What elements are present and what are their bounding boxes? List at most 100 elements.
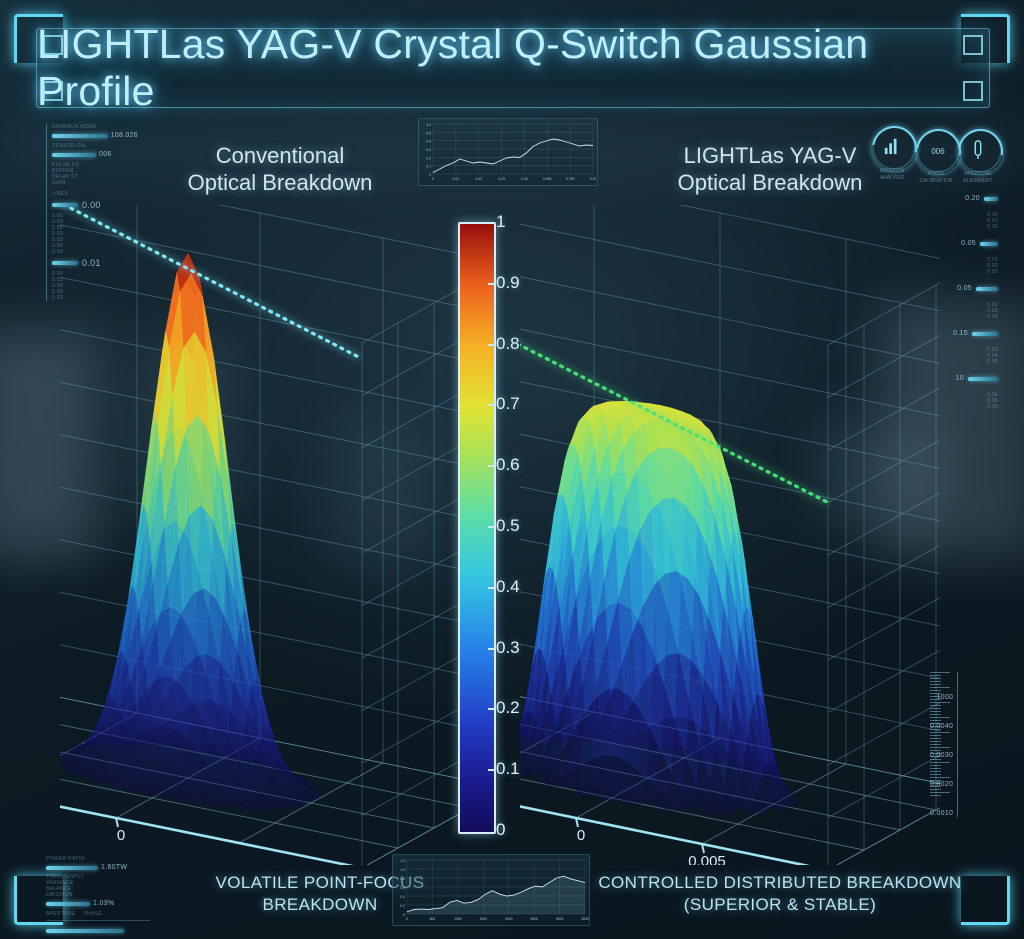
hud-line-chart-top: 0 0.1 0.2 0.3 0.4 0.5 1.0 0 0.01 0.02 0.03 0.04 0.05… <box>418 118 598 186</box>
left-panel-caption: VOLATILE POINT-FOCUS BREAKDOWN <box>140 872 500 916</box>
hud-right-filler: 0.03 <box>987 269 998 275</box>
hud-right-filler: 0.00 <box>987 212 998 218</box>
colorbar-ticks: 1 0.9 0.8 0.7 0.6 0.5 0.4 0.3 0.2 0.1 0 <box>488 212 540 839</box>
colorbar-tick-mark-7 <box>488 647 495 650</box>
svg-text:0.4: 0.4 <box>400 895 405 899</box>
title-corner-bottom-right <box>963 81 983 101</box>
svg-text:0.04: 0.04 <box>521 177 528 181</box>
svg-text:0: 0 <box>577 827 585 844</box>
colorbar-tick-10: 0 <box>496 820 506 839</box>
mini-chart-grid: 0 0.1 0.2 0.3 0.4 0.5 1.0 0 0.01 0.02 0.03 0.04 0.05… <box>426 123 596 181</box>
svg-text:1.0: 1.0 <box>400 868 405 872</box>
svg-text:1500: 1500 <box>480 917 488 921</box>
x-axis-ticks: -0.01-0.00500.0050.01 <box>575 817 726 865</box>
svg-text:1.0: 1.0 <box>426 123 431 127</box>
frame-corner-bottom-right <box>961 876 1010 925</box>
svg-text:0.2: 0.2 <box>400 904 405 908</box>
left-panel-heading-line2: Optical Breakdown <box>187 170 373 195</box>
svg-text:0.20: 0.20 <box>590 177 597 181</box>
colorbar <box>458 222 496 834</box>
svg-text:3000: 3000 <box>556 917 564 921</box>
svg-text:0: 0 <box>432 177 434 181</box>
right-panel-heading-line2: Optical Breakdown <box>677 170 863 195</box>
svg-text:1000: 1000 <box>454 917 462 921</box>
colorbar-tick-5: 0.5 <box>496 516 520 535</box>
svg-text:2000: 2000 <box>505 917 513 921</box>
colorbar-tick-mark-5 <box>488 526 495 528</box>
hud-right-filler: 0.01 <box>987 218 998 224</box>
left-panel-heading-line1: Conventional <box>215 143 345 168</box>
right-panel-heading: LIGHTLas YAG-V Optical Breakdown <box>620 142 920 196</box>
frame-corner-top-right <box>961 14 1010 63</box>
svg-text:0.1: 0.1 <box>426 165 431 169</box>
colorbar-tick-7: 0.3 <box>496 637 520 657</box>
svg-text:3500: 3500 <box>581 917 589 921</box>
svg-text:0.005: 0.005 <box>688 853 726 865</box>
reference-line <box>61 205 364 361</box>
svg-text:0.700: 0.700 <box>566 177 575 181</box>
gaussian-surface <box>60 252 325 813</box>
hud-left-bottom-value-1: 1.03% <box>93 900 115 907</box>
colorbar-tick-8: 0.2 <box>496 698 520 718</box>
mini-chart-grid: 0 0.2 0.4 0.6 0.8 1.0 1.2 0 500 1000 1500 2000 2500 3… <box>400 859 589 921</box>
colorbar-tick-mark-4 <box>488 465 495 468</box>
svg-text:0.01: 0.01 <box>453 177 460 181</box>
colorbar-tick-3: 0.7 <box>496 394 520 414</box>
colorbar-tick-2: 0.8 <box>496 333 520 353</box>
floor-grid <box>520 696 940 865</box>
colorbar-tick-mark-9 <box>488 769 495 772</box>
svg-text:0.02: 0.02 <box>475 177 482 181</box>
colorbar-tick-6: 0.4 <box>496 576 520 596</box>
hud-right-filler: 0.01 <box>987 257 998 263</box>
svg-text:0.2: 0.2 <box>426 156 431 160</box>
svg-text:500: 500 <box>430 917 436 921</box>
hud-left-bottom-label-5: PHASE <box>83 911 102 917</box>
background-blur-5 <box>820 420 940 530</box>
colorbar-tick-mark-8 <box>488 708 495 711</box>
svg-text:0.03: 0.03 <box>498 177 505 181</box>
right-panel-caption-line2: (SUPERIOR & STABLE) <box>683 895 877 914</box>
gaussian-surface <box>520 400 801 817</box>
colorbar-tick-0: 1 <box>496 212 506 231</box>
hud-area-chart-bottom: 0 0.2 0.4 0.6 0.8 1.0 1.2 0 500 1000 1500 2000 2500 3… <box>392 854 590 926</box>
hud-left-bottom-value-0: 1.60TW <box>101 864 128 871</box>
right-panel-caption-line1: CONTROLLED DISTRIBUTED BREAKDOWN <box>598 873 962 892</box>
page-title: LIGHTLas YAG-V Crystal Q-Switch Gaussian… <box>37 21 869 114</box>
hud-right-filler: 0.02 <box>987 224 998 230</box>
hud-left-top-label-6: LINES <box>52 191 68 197</box>
svg-text:0.6: 0.6 <box>400 886 405 890</box>
background-blur-6 <box>0 120 1024 180</box>
title-bar: LIGHTLas YAG-V Crystal Q-Switch Gaussian… <box>36 21 990 114</box>
svg-text:0: 0 <box>406 917 408 921</box>
colorbar-tick-9: 0.1 <box>496 759 520 779</box>
colorbar-tick-mark-1 <box>488 282 495 285</box>
svg-text:1.2: 1.2 <box>400 859 405 863</box>
svg-text:0: 0 <box>403 913 405 917</box>
svg-text:0: 0 <box>117 827 125 844</box>
left-panel-heading: Conventional Optical Breakdown <box>130 142 430 196</box>
svg-text:2500: 2500 <box>530 917 538 921</box>
background-blur-4 <box>880 300 1024 560</box>
svg-text:0.8: 0.8 <box>400 877 405 881</box>
surface-plot-lightlas: 00.10.20.30.40.50.60.70.80.91-0.01-0.005… <box>520 205 940 865</box>
mini-chart-area <box>407 876 585 914</box>
colorbar-tick-mark-2 <box>488 343 495 346</box>
right-panel-caption: CONTROLLED DISTRIBUTED BREAKDOWN (SUPERI… <box>580 872 980 916</box>
colorbar-tick-1: 0.9 <box>496 272 520 292</box>
frame-corner-top-left <box>14 14 63 63</box>
hud-right-filler: 0.02 <box>987 263 998 269</box>
svg-text:0: 0 <box>429 173 431 177</box>
mini-chart-line <box>432 138 594 173</box>
frame-corner-bottom-left <box>14 876 63 925</box>
left-panel-caption-line2: BREAKDOWN <box>262 895 378 914</box>
reference-line <box>520 343 830 505</box>
title-corner-top-right <box>963 35 983 55</box>
svg-text:0.5: 0.5 <box>426 131 431 135</box>
hud-right-readout-0: 0.20 <box>930 195 998 202</box>
left-panel-caption-line1: VOLATILE POINT-FOCUS <box>215 873 425 892</box>
colorbar-tick-4: 0.6 <box>496 455 520 475</box>
background-blur-1 <box>0 330 100 560</box>
svg-text:0.4: 0.4 <box>426 140 431 144</box>
